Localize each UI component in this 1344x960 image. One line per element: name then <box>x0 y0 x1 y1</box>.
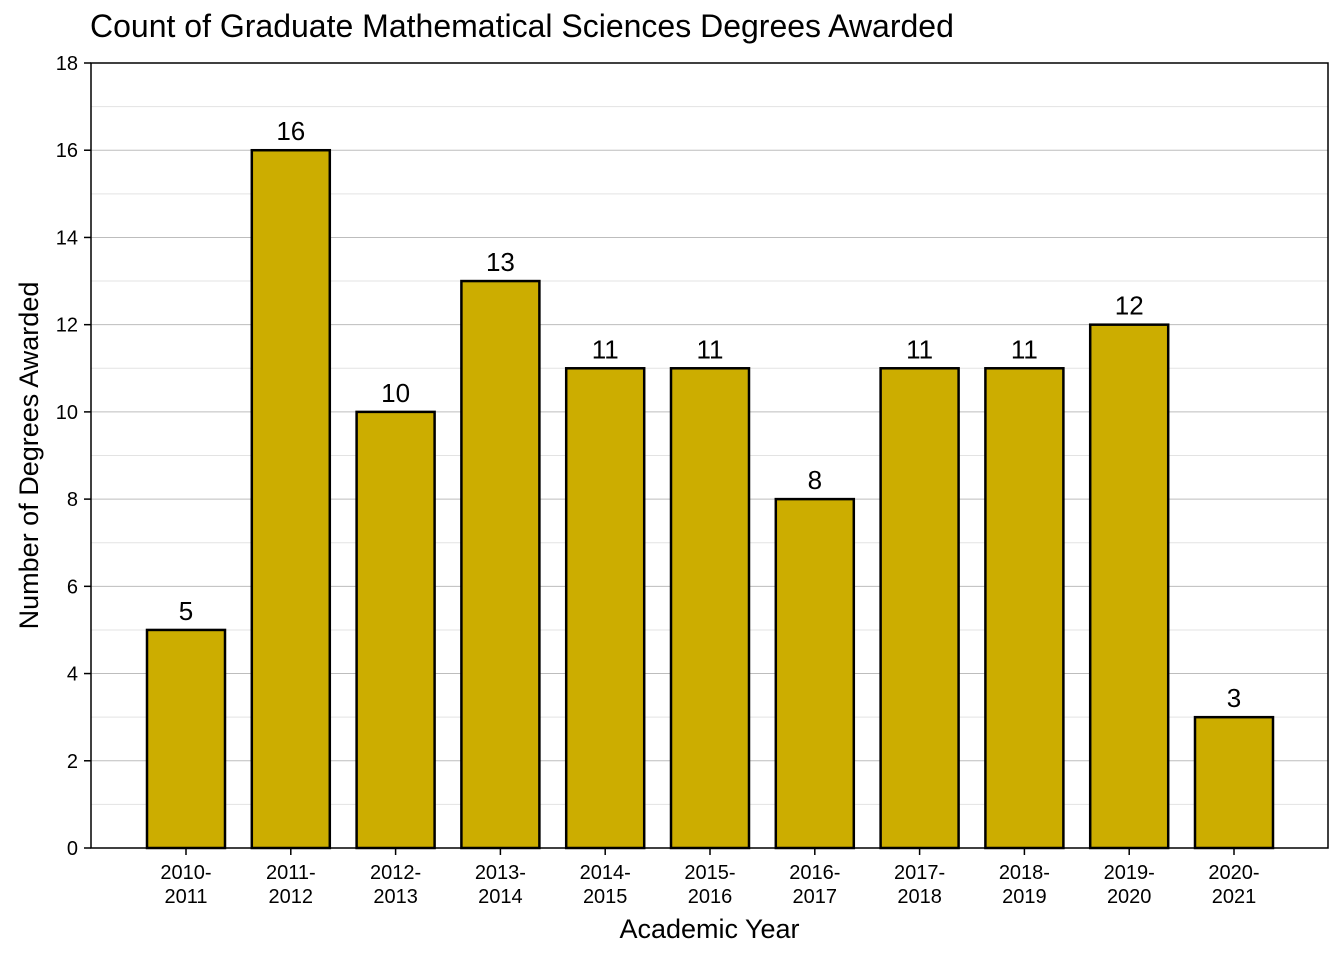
bar <box>564 367 646 850</box>
x-axis-title: Academic Year <box>619 914 799 944</box>
bar <box>1088 323 1170 850</box>
x-tick-label: 2020-2021 <box>1208 862 1259 908</box>
data-label: 5 <box>179 596 193 626</box>
bar <box>774 497 856 850</box>
bars <box>145 148 1275 850</box>
bar <box>1193 715 1275 850</box>
x-tick-label: 2013-2014 <box>475 862 526 908</box>
x-tick-label: 2014-2015 <box>580 862 631 908</box>
data-label: 11 <box>1011 334 1038 364</box>
data-label: 12 <box>1115 291 1144 321</box>
y-tick-label: 18 <box>56 53 78 75</box>
bar <box>879 367 960 850</box>
data-labels: 5 16 10 13 11 11 8 11 11 12 3 <box>179 116 1241 713</box>
y-tick-label: 14 <box>56 227 78 249</box>
data-label: 10 <box>381 378 410 408</box>
data-label: 3 <box>1227 683 1241 713</box>
chart-title: Count of Graduate Mathematical Sciences … <box>90 8 954 44</box>
x-tick-label: 2017-2018 <box>894 862 945 908</box>
x-tick-label: 2016-2017 <box>789 862 840 908</box>
y-axis: 0 2 4 6 8 10 12 14 16 18 <box>56 53 91 860</box>
y-tick-label: 2 <box>67 751 78 773</box>
y-tick-label: 6 <box>67 576 78 598</box>
bar <box>669 367 751 850</box>
data-label: 11 <box>906 334 933 364</box>
x-tick-label: 2018-2019 <box>999 862 1050 908</box>
x-tick-label: 2012-2013 <box>370 862 421 908</box>
x-tick-label: 2019-2020 <box>1104 862 1155 908</box>
y-axis-title: Number of Degrees Awarded <box>14 282 44 630</box>
bar <box>250 148 332 850</box>
bar <box>145 628 227 850</box>
data-label: 13 <box>486 247 515 277</box>
data-label: 11 <box>592 334 619 364</box>
y-tick-label: 4 <box>67 664 78 686</box>
data-label: 8 <box>808 465 822 495</box>
y-tick-label: 10 <box>56 402 78 424</box>
data-label: 16 <box>276 116 305 146</box>
y-tick-label: 12 <box>56 315 78 337</box>
bar <box>460 279 541 850</box>
x-tick-label: 2011-2012 <box>266 862 316 908</box>
bar <box>984 367 1065 850</box>
bar <box>355 410 436 850</box>
data-label: 11 <box>697 334 724 364</box>
y-tick-label: 16 <box>56 140 78 162</box>
x-tick-label: 2015-2016 <box>684 862 735 908</box>
y-tick-label: 8 <box>67 489 78 511</box>
x-tick-label: 2010-2011 <box>160 862 211 908</box>
x-axis: 2010-2011 2011-2012 2012-2013 2013-2014 2014… <box>160 848 1260 908</box>
y-tick-label: 0 <box>67 838 78 860</box>
